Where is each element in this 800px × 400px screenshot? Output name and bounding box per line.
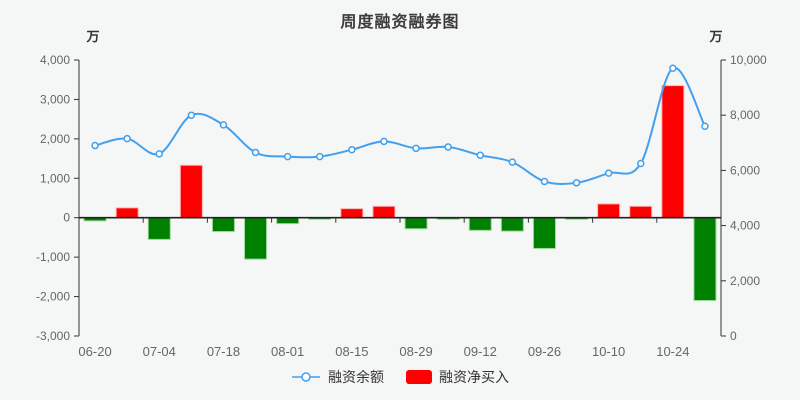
bar-net-buy xyxy=(211,217,235,233)
line-series-marker xyxy=(444,143,452,151)
line-series-marker xyxy=(348,145,356,154)
bar-net-buy xyxy=(500,217,524,232)
legend-label-line-series: 融资余额 xyxy=(328,369,384,385)
right-axis-tick-label: 10,000 xyxy=(730,53,767,67)
line-series-marker xyxy=(637,159,645,168)
bar-net-buy xyxy=(147,217,171,240)
line-series-marker xyxy=(283,152,292,161)
x-axis-tick-label: 09-26 xyxy=(528,344,561,359)
bar-series-legend-icon xyxy=(406,370,432,384)
line-series-marker xyxy=(155,150,163,158)
line-series-marker xyxy=(604,169,613,177)
right-axis-tick-label: 2,000 xyxy=(730,274,760,288)
bar-net-buy xyxy=(244,217,268,260)
bar-net-buy xyxy=(629,205,653,219)
bar-net-buy xyxy=(693,217,717,302)
x-axis-tick-label: 08-15 xyxy=(335,344,368,359)
bar-net-buy xyxy=(661,85,685,219)
line-series-marker xyxy=(316,152,324,161)
line-series-marker xyxy=(412,144,420,153)
right-axis-tick-label: 8,000 xyxy=(730,108,760,122)
left-axis-tick-label: -3,000 xyxy=(36,329,70,343)
left-axis-tick-label: 3,000 xyxy=(40,92,70,106)
x-axis-tick-label: 08-29 xyxy=(399,344,432,359)
line-series-marker xyxy=(91,141,99,150)
bar-net-buy xyxy=(468,217,492,231)
line-series-marker xyxy=(219,121,228,129)
bar-net-buy xyxy=(115,207,139,219)
x-axis-tick-label: 07-18 xyxy=(207,344,240,359)
line-series-marker xyxy=(123,134,131,143)
x-axis-tick-label: 06-20 xyxy=(78,344,111,359)
left-axis-tick-label: -2,000 xyxy=(36,290,70,304)
x-axis-tick-label: 07-04 xyxy=(143,344,176,359)
line-series-marker xyxy=(187,111,196,119)
x-axis-tick-label: 10-24 xyxy=(656,344,689,359)
line-series-marker xyxy=(380,137,388,146)
line-series-marker xyxy=(669,64,677,73)
legend-item-line-series[interactable]: 融资余额 xyxy=(291,367,384,387)
left-axis-unit-label: 万 xyxy=(85,29,99,44)
line-series-marker xyxy=(508,158,517,166)
bar-net-buy xyxy=(404,217,428,230)
bar-net-buy xyxy=(179,164,203,219)
right-axis-tick-label: 4,000 xyxy=(730,219,760,233)
bar-net-buy xyxy=(597,203,621,219)
legend-label-bar-series: 融资净买入 xyxy=(439,369,509,385)
left-axis-tick-label: 0 xyxy=(63,211,70,225)
left-axis-tick-label: 1,000 xyxy=(40,171,70,185)
line-series-marker xyxy=(476,151,484,159)
line-series-legend-icon xyxy=(292,372,320,382)
legend: 融资余额 融资净买入 xyxy=(0,367,800,387)
page-title: 周度融资融券图 xyxy=(340,14,460,31)
bar-net-buy xyxy=(532,217,556,249)
right-axis-tick-label: 0 xyxy=(730,329,737,343)
left-axis-tick-label: 2,000 xyxy=(40,132,70,146)
bar-net-buy xyxy=(340,208,364,219)
bar-net-buy xyxy=(276,217,300,225)
right-axis-tick-label: 6,000 xyxy=(730,163,760,177)
x-axis-tick-label: 09-12 xyxy=(464,344,497,359)
line-series-marker xyxy=(701,122,709,130)
line-series-marker xyxy=(251,148,260,157)
x-axis-tick-label: 10-10 xyxy=(592,344,625,359)
bar-net-buy xyxy=(372,205,396,219)
left-axis-tick-label: -1,000 xyxy=(36,250,70,264)
x-axis-tick-label: 08-01 xyxy=(271,344,304,359)
left-axis-tick-label: 4,000 xyxy=(40,53,70,67)
line-series-marker xyxy=(572,179,581,187)
right-axis-unit-label: 万 xyxy=(708,29,722,44)
legend-item-bar-series[interactable]: 融资净买入 xyxy=(406,367,509,387)
line-series-marker xyxy=(540,177,549,186)
